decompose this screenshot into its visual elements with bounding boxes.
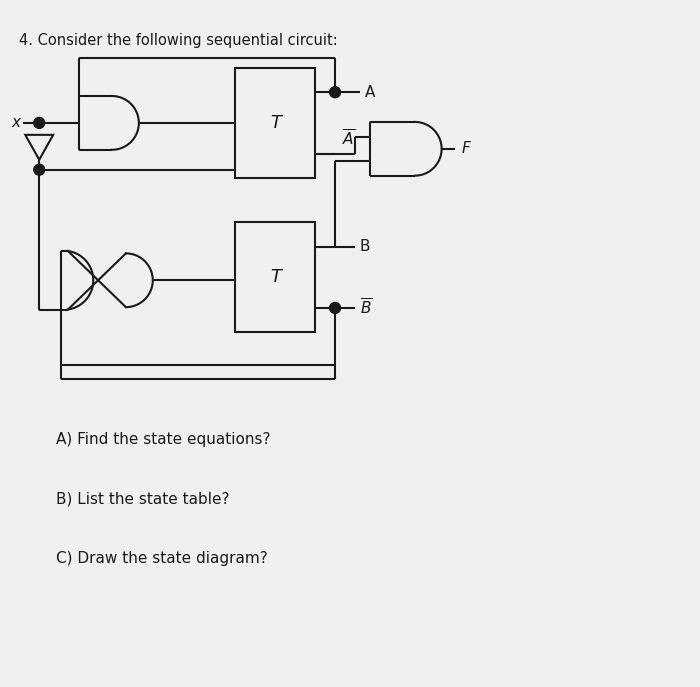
Text: A: A (365, 85, 375, 100)
Bar (235, 223, 315, 332)
Text: C) Draw the state diagram?: C) Draw the state diagram? (56, 551, 268, 566)
Text: B: B (360, 239, 370, 254)
Circle shape (330, 87, 340, 98)
Text: $\overline{B}$: $\overline{B}$ (360, 298, 372, 318)
Circle shape (34, 117, 45, 128)
Bar (235, 68, 315, 178)
Text: T: T (270, 114, 281, 132)
Text: B) List the state table?: B) List the state table? (56, 491, 230, 506)
Text: T: T (270, 268, 281, 286)
Circle shape (34, 164, 45, 175)
Text: $\overline{A}$: $\overline{A}$ (342, 128, 356, 148)
Text: x: x (11, 115, 20, 131)
Text: F: F (461, 142, 470, 156)
Circle shape (330, 302, 340, 313)
Text: A) Find the state equations?: A) Find the state equations? (56, 431, 271, 447)
Text: 4. Consider the following sequential circuit:: 4. Consider the following sequential cir… (20, 33, 338, 48)
